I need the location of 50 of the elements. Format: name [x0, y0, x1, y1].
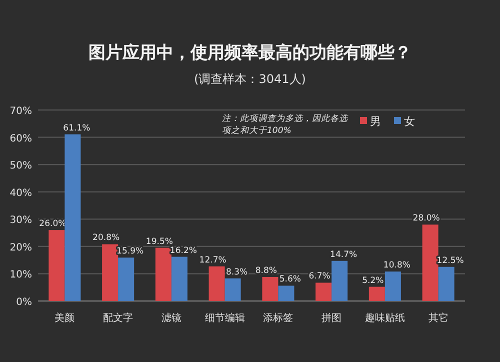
bar [262, 276, 278, 301]
chart-subtitle: (调查样本：3041人) [194, 72, 306, 86]
bar [368, 286, 385, 301]
bar [332, 260, 348, 301]
data-label: 10.8% [383, 260, 410, 271]
legend-label: 男 [370, 115, 381, 128]
y-tick-label: 20% [10, 242, 32, 254]
data-label: 28.0% [412, 214, 440, 224]
data-label: 5.2% [362, 276, 384, 286]
data-label: 6.7% [308, 272, 330, 282]
x-tick-label: 拼图 [322, 312, 342, 324]
x-tick-label: 细节编辑 [204, 312, 245, 324]
x-tick-label: 配文字 [103, 312, 134, 324]
data-label: 20.8% [92, 233, 120, 244]
y-tick-label: 70% [10, 106, 32, 117]
bar [48, 230, 65, 301]
bar [155, 248, 172, 301]
annotation: 注：此项调查为多选，因此各选项之和大于100% [222, 113, 349, 137]
data-label: 8.3% [226, 267, 248, 278]
bar [171, 256, 188, 301]
y-tick-label: 40% [10, 188, 32, 199]
y-tick-label: 10% [10, 270, 32, 281]
data-label: 12.7% [199, 255, 226, 266]
bar [316, 282, 332, 301]
bar [422, 224, 438, 301]
data-label: 5.6% [279, 274, 301, 285]
legend-label: 女 [404, 115, 415, 128]
bar [208, 266, 225, 301]
data-label: 61.1% [63, 123, 90, 134]
x-tick-label: 添标签 [263, 312, 294, 324]
y-tick-label: 30% [10, 215, 32, 226]
x-tick-label: 其它 [428, 312, 448, 324]
data-label: 26.0% [39, 219, 66, 230]
y-tick-label: 60% [10, 133, 32, 144]
chart-title: 图片应用中，使用频率最高的功能有哪些？ [88, 43, 412, 63]
bar [102, 244, 118, 301]
data-label: 14.7% [330, 250, 358, 260]
bar [278, 286, 294, 301]
x-tick-label: 趣味贴纸 [364, 312, 405, 324]
bar [224, 278, 241, 301]
bar [438, 266, 454, 301]
data-label: 19.5% [146, 236, 173, 247]
y-tick-label: 50% [10, 160, 32, 172]
x-tick-label: 滤镜 [161, 312, 182, 324]
bar [384, 272, 401, 301]
y-tick-label: 0% [16, 297, 32, 308]
data-label: 8.8% [255, 266, 277, 276]
x-tick-label: 美颜 [54, 312, 75, 324]
bar [118, 258, 134, 301]
bar [64, 134, 81, 301]
